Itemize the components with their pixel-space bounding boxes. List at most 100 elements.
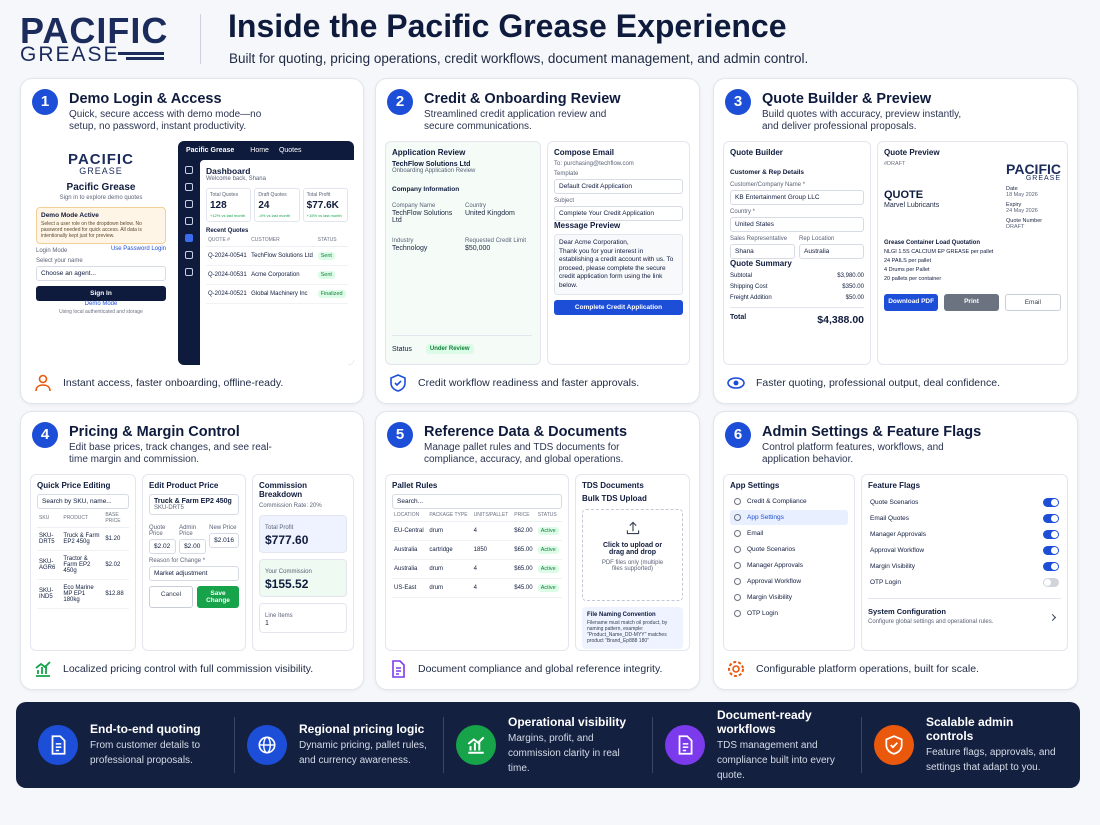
icon <box>35 374 51 392</box>
input[interactable]: Choose an agent... <box>36 266 166 281</box>
mini-logo-top: PACIFIC <box>68 151 134 168</box>
input[interactable]: Market adjustment <box>149 566 239 581</box>
login: PACIFIC GREASE Pacific Grease Sign in to ex… <box>30 141 172 365</box>
toggle[interactable] <box>1043 497 1059 507</box>
config[interactable]: System Configuration Configure global set… <box>868 598 1061 625</box>
input[interactable]: Default Credit Application <box>554 179 683 194</box>
dash-recent: Recent Quotes <box>206 228 249 234</box>
label[interactable]: Approval Workflow <box>747 578 802 585</box>
stat: Total Profit $77.6K +15% vs last month <box>302 188 348 222</box>
stats: Total Quotes 128 +12% vs last month Draft Q… <box>206 188 348 222</box>
label[interactable]: Quote Scenarios <box>747 546 796 553</box>
ctitle: Quote Builder <box>730 148 783 157</box>
pair: Sales Representative Shana Rep Location Aus… <box>730 232 864 259</box>
feat-title: Scalable admin controls <box>926 715 1014 743</box>
link[interactable]: Use Password Login <box>110 246 166 252</box>
frow: Quote Scenarios <box>868 494 1061 510</box>
sitem[interactable]: Margin Visibility <box>730 590 848 605</box>
cell: Active <box>535 578 562 598</box>
t[interactable]: Click to upload or drag and drop <box>602 542 663 556</box>
ctitle: Edit Product Price <box>149 481 219 490</box>
sitem[interactable]: Approval Workflow <box>730 574 848 589</box>
link[interactable]: Demo Mode <box>84 301 118 307</box>
label[interactable]: OTP Login <box>747 610 778 617</box>
pbody: Application Review TechFlow Solutions Ltd… <box>385 141 690 365</box>
sitem[interactable]: Quote Scenarios <box>730 542 848 557</box>
ctitle: Feature Flags <box>868 481 921 490</box>
btn[interactable]: Print <box>944 294 999 311</box>
toggle[interactable] <box>1043 513 1059 523</box>
dash-nav[interactable]: Quotes <box>278 147 302 154</box>
pdesc: Build quotes with accuracy, preview inst… <box>762 109 962 132</box>
pdesc: Quick, secure access with demo mode—no s… <box>69 109 262 132</box>
toggle[interactable] <box>1043 577 1059 587</box>
btn[interactable]: Email <box>1004 294 1061 311</box>
ptitle: Demo Login & Access <box>69 91 222 107</box>
input[interactable]: United States <box>730 217 864 232</box>
panel: 4 Pricing & Margin Control Edit base price… <box>20 411 364 690</box>
meta: Expiry 24 May 2026 <box>1006 202 1061 214</box>
input[interactable]: $2.016 <box>209 533 240 548</box>
lbl: Company Name <box>392 203 436 209</box>
input[interactable]: Search by SKU, name... <box>37 494 129 509</box>
btn[interactable]: Complete Credit Application <box>554 300 683 315</box>
label[interactable]: Email <box>747 530 764 537</box>
btn[interactable]: Cancel <box>149 586 193 608</box>
label[interactable]: Margin Visibility <box>747 594 793 601</box>
input[interactable]: KB Entertainment Group LLC <box>730 190 864 205</box>
field: Company Name TechFlow Solutions Ltd <box>392 199 461 224</box>
mini-logo-bottom: GREASE <box>79 166 123 176</box>
cell: $62.00 <box>512 521 536 541</box>
btn[interactable]: Sign In <box>36 286 166 301</box>
ctitle: Quick Price Editing <box>37 481 111 490</box>
company: Truck & Farm EP2 450g <box>154 498 232 505</box>
table-row: Australia drum 4 $65.00 Active <box>392 559 562 579</box>
logo-stripe <box>118 52 164 55</box>
fields: Company Name TechFlow Solutions Ltd Countr… <box>392 199 534 252</box>
input[interactable]: Shana <box>730 244 795 259</box>
login-sub: Sign in to explore demo quotes <box>59 195 143 201</box>
pfoot: Faster quoting, professional output, dea… <box>726 373 1000 393</box>
toggle[interactable] <box>1043 529 1059 539</box>
cell: Tractor & Farm EP2 450g <box>61 550 104 580</box>
badge: Sent <box>317 252 335 260</box>
btn[interactable]: Download PDF <box>884 294 939 311</box>
label[interactable]: Manager Approvals <box>747 562 804 569</box>
big: $155.52 <box>265 577 309 591</box>
dash-nav[interactable]: Home <box>250 147 269 154</box>
input[interactable]: $2.00 <box>179 539 207 554</box>
row: Login Mode Use Password Login <box>36 244 166 254</box>
cell: TechFlow Solutions Ltd <box>249 246 316 266</box>
sitem[interactable]: Manager Approvals <box>730 558 848 573</box>
toggle[interactable] <box>1043 545 1059 555</box>
note: Using local authenticated and storage <box>59 309 143 315</box>
cell: Sent <box>315 246 348 266</box>
sitem[interactable]: Email <box>730 526 848 541</box>
sitem[interactable]: OTP Login <box>730 606 848 621</box>
pfoot: Localized pricing control with full comm… <box>33 659 313 679</box>
input[interactable]: Search... <box>392 494 562 509</box>
sitem[interactable]: App Settings <box>730 510 848 525</box>
pbody: Quick Price Editing Search by SKU, name..… <box>30 474 354 651</box>
label[interactable]: App Settings <box>747 514 784 521</box>
input[interactable]: Australia <box>799 244 864 259</box>
tds: TDS Documents Bulk TDS Upload Click to upl… <box>575 474 690 651</box>
badge: Finalized <box>317 290 346 298</box>
input[interactable]: Complete Your Credit Application <box>554 206 683 221</box>
column-header: PRICE <box>512 509 536 522</box>
table-row: Q-2024-00521 Global Machinery Inc Finalize… <box>206 284 348 304</box>
ctitle: Bulk TDS Upload <box>582 494 647 503</box>
panel: 2 Credit & Onboarding Review Streamlined c… <box>375 78 700 404</box>
sitem[interactable]: Credit & Compliance <box>730 494 848 509</box>
badge: Active <box>537 546 559 554</box>
section: Customer & Rep Details <box>730 169 805 176</box>
logo: GREASE <box>20 43 120 66</box>
l: Quote Number <box>1006 218 1043 224</box>
cell: drum <box>427 521 472 541</box>
input[interactable]: $2.02 <box>149 539 177 554</box>
toggle[interactable] <box>1043 561 1059 571</box>
lbl: Select your name <box>36 258 83 264</box>
label[interactable]: Credit & Compliance <box>747 498 807 505</box>
field: Country United Kingdom <box>465 199 534 224</box>
btn[interactable]: Save Change <box>197 586 239 608</box>
